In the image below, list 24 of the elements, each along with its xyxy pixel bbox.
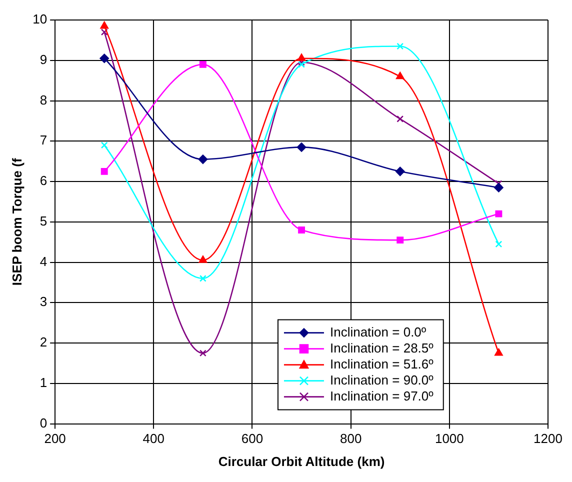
- y-tick-label: 3: [40, 294, 48, 310]
- x-tick-label: 600: [241, 431, 264, 446]
- x-tick-label: 1200: [534, 431, 562, 446]
- y-tick-label: 6: [40, 173, 48, 188]
- y-tick-label: 0: [40, 415, 48, 430]
- legend-label: Inclination = 51.6º: [330, 356, 434, 372]
- legend-label: Inclination = 0.0º: [330, 324, 426, 340]
- y-tick-label: 9: [40, 52, 48, 67]
- legend-label: Inclination = 90.0º: [330, 372, 434, 388]
- legend-label: Inclination = 97.0º: [330, 388, 434, 404]
- y-tick-label: 1: [40, 375, 48, 390]
- x-tick-label: 1000: [434, 431, 464, 446]
- y-tick-label: 4: [40, 254, 48, 269]
- y-tick-label: 5: [40, 213, 48, 228]
- y-tick-label: 8: [40, 92, 48, 108]
- legend-label: Inclination = 28.5º: [330, 340, 434, 356]
- x-tick-label: 400: [142, 431, 164, 446]
- y-tick-label: 7: [40, 132, 48, 148]
- x-tick-label: 200: [44, 431, 66, 446]
- y-tick-label: 2: [40, 334, 48, 350]
- y-axis-title: ISEP boom Torque (f: [9, 158, 24, 286]
- y-tick-label: 10: [32, 12, 48, 27]
- x-tick-label: 800: [340, 431, 362, 446]
- x-axis-title: Circular Orbit Altitude (km): [218, 454, 385, 469]
